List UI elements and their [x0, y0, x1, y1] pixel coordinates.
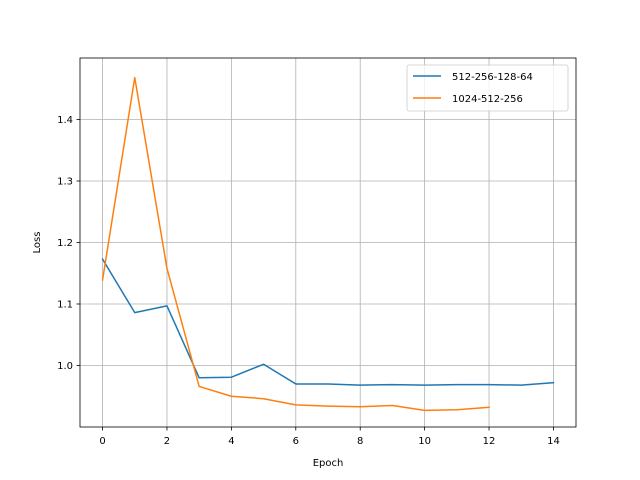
series-layer	[101, 76, 555, 412]
tick-layer: 0 2 4 6 8 10 12 14 1.0 1.1 1.2 1.3 1.4	[57, 115, 560, 447]
y-tick-label: 1.2	[57, 238, 73, 249]
series-line-2	[101, 76, 490, 412]
legend-label-1: 512-256-128-64	[452, 72, 533, 83]
x-tick-label: 4	[228, 436, 234, 447]
legend-label-2: 1024-512-256	[452, 94, 523, 105]
series-line-1	[101, 258, 555, 386]
grid-layer	[80, 58, 576, 427]
x-tick-label: 0	[99, 436, 105, 447]
x-tick-label: 2	[164, 436, 170, 447]
y-axis-label: Loss	[32, 232, 43, 254]
x-tick-label: 12	[483, 436, 496, 447]
x-tick-label: 14	[547, 436, 560, 447]
y-tick-label: 1.1	[57, 300, 73, 311]
x-tick-label: 6	[293, 436, 299, 447]
x-axis-label: Epoch	[313, 458, 344, 469]
y-tick-label: 1.4	[57, 115, 73, 126]
x-tick-label: 10	[418, 436, 431, 447]
legend-box	[406, 64, 569, 112]
y-tick-label: 1.3	[57, 177, 73, 188]
y-tick-label: 1.0	[57, 361, 73, 372]
x-tick-label: 8	[357, 436, 363, 447]
legend: 512-256-128-64 1024-512-256	[406, 64, 569, 112]
